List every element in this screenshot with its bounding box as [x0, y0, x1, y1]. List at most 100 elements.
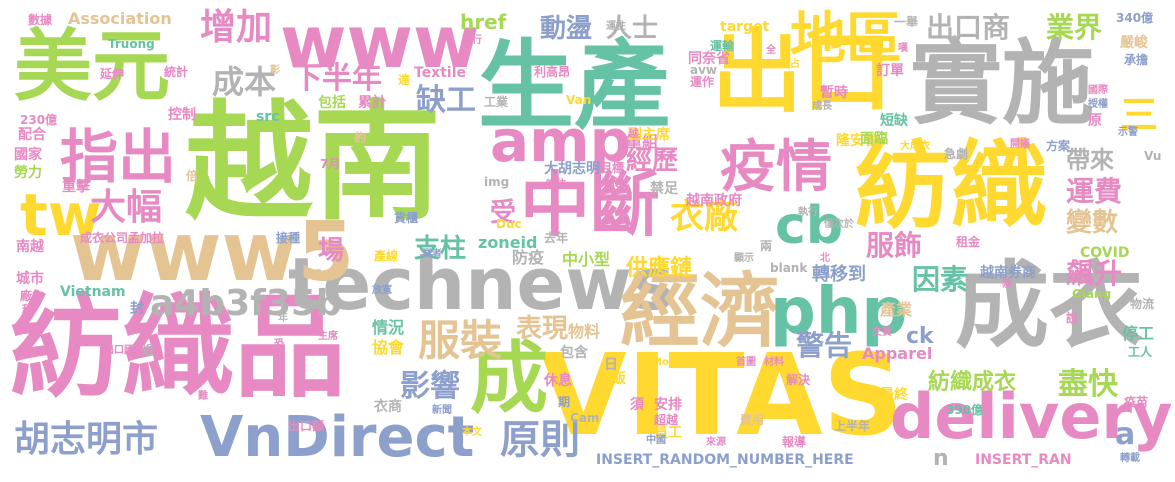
word-yiju: 一舉	[894, 15, 919, 29]
word-blank: blank	[770, 261, 808, 275]
word-chengyigongsi: 成衣公司孟加拉	[80, 231, 165, 245]
word-xu: 須	[630, 397, 644, 413]
word-moneydj: MoneyDJ	[652, 357, 702, 368]
word-img: img	[484, 175, 510, 189]
word-yunshu: 運輸	[710, 39, 735, 53]
word-insert-random: INSERT_RANDOM_NUMBER_HERE	[596, 452, 854, 468]
word-tongnaisheng: 同奈省	[688, 51, 730, 67]
word-jingji: 經濟	[620, 265, 780, 358]
word-dafu: 大幅	[90, 187, 163, 228]
word-biaosheng: 飆升	[1066, 257, 1123, 290]
word-yuenan: 越南	[185, 89, 442, 238]
word-yuan: 原	[1088, 113, 1102, 129]
word-vndirect: VnDirect	[200, 405, 475, 470]
word-vitas: VITAS	[540, 331, 904, 461]
word-vu: Vu	[1144, 149, 1162, 163]
word-php: php	[770, 275, 908, 349]
word-ck: ck	[906, 324, 934, 349]
word-xinwen: 新聞	[432, 405, 452, 416]
word-mianlin: 面臨	[860, 131, 888, 147]
word-xianshi: 顯示	[734, 253, 754, 264]
word-fushi: 服飾	[866, 229, 923, 262]
word-jiejue: 解決	[786, 373, 811, 387]
word-giang: Giang	[1072, 287, 1112, 301]
word-apparel: Apparel	[862, 344, 933, 363]
word-shuju: 數據	[28, 13, 53, 27]
word-www: www	[280, 0, 480, 84]
word-feiyong: 費用	[740, 413, 765, 427]
word-vietnam: Vietnam	[60, 284, 126, 300]
word-chengdan: 承擔	[1124, 53, 1149, 67]
word-fangzhipin: 紡織品	[10, 283, 346, 413]
word-fuzhuxi: 副主席	[628, 127, 670, 143]
word-chaoyue: 超越	[654, 413, 679, 427]
word-nanyue: 南越	[16, 239, 44, 255]
word-amp: amp	[490, 107, 632, 175]
word-jingli: 經歷	[626, 146, 679, 176]
word-yezhe: 業者	[422, 249, 442, 260]
word-gongyinglian: 供應鏈	[626, 256, 693, 281]
word-chengzhang: 成長	[812, 101, 832, 112]
word-gongren: 工人	[1128, 345, 1153, 359]
word-nian: 年	[278, 313, 288, 324]
word-dachengyi: 大成衣	[900, 141, 930, 152]
word-shishi: 實施	[910, 30, 1095, 137]
word-shoutu: 首圖	[736, 357, 756, 368]
word-fangyi: 防疫	[512, 248, 545, 267]
word-jiezhong: 接種	[276, 231, 301, 245]
word-jinciyu: 僅次於	[824, 219, 854, 230]
word-zengjia: 增加	[200, 7, 273, 48]
word-yunwang: 運往	[606, 21, 626, 32]
word-quegong: 缺工	[416, 83, 476, 118]
word-fangzhi: 紡織	[855, 130, 1047, 242]
word-feng: 封	[130, 301, 144, 317]
word-guoji: 國際	[1088, 85, 1108, 96]
word-chanye: 產業	[880, 300, 913, 319]
word-shuo: 說	[1066, 311, 1079, 325]
word-san: 三	[1120, 93, 1159, 137]
word-zhizhu: 支柱	[414, 234, 467, 264]
word-kong: 恐	[274, 339, 284, 350]
word-bianshu: 變數	[1066, 208, 1119, 238]
word-shijing: 示警	[1118, 127, 1138, 138]
word-truong: Truong	[108, 37, 155, 51]
word-340yi: 340億	[1116, 11, 1154, 25]
word-href: href	[460, 10, 507, 34]
word-shangbannian: 上半年	[834, 419, 871, 433]
word-fangkuan: 放寬	[372, 285, 392, 296]
word-xiehui: 協會	[372, 338, 405, 357]
word-renshi: 人士	[606, 14, 659, 44]
word-chizhu: 吃住	[546, 179, 566, 190]
word-chengshi: 城市	[16, 271, 44, 287]
word-7yue: 7月	[320, 157, 341, 171]
word-meiyuan: 美元	[14, 22, 171, 112]
word-fangzhichengyi: 紡織成衣	[928, 370, 1017, 395]
word-benwen: 本文	[462, 427, 482, 438]
word-jiaohuo: 交貨	[872, 327, 892, 338]
word-n: n	[933, 446, 949, 471]
word-qi: 期	[558, 395, 571, 409]
word-yishang: 衣商	[374, 399, 402, 415]
word-yanshen: 延伸	[100, 67, 125, 81]
word-ligaoang: 利高昂	[534, 65, 571, 79]
word-wuliao: 物料	[568, 322, 601, 341]
word-dingdan: 訂單	[876, 63, 904, 79]
word-zanshi: 暫時	[820, 85, 848, 101]
word-zhuanzai: 轉載	[1120, 453, 1140, 464]
word-van: Van	[566, 93, 592, 107]
word-a: a	[1115, 417, 1136, 452]
word-longansheng: 隆安省	[836, 133, 878, 149]
word-chukoushang: 出口商	[926, 11, 1011, 44]
word-association: Association	[68, 9, 172, 28]
word-shouquan: 授權	[1088, 99, 1108, 110]
word-jiju: 急劇	[944, 147, 969, 161]
word-zhuanyidao: 轉移到	[812, 264, 866, 285]
word-chifan: 吃飯	[598, 371, 626, 387]
word-ri: 日	[604, 357, 618, 373]
word-zhang: 彰	[270, 65, 280, 76]
word-da: 達	[398, 73, 411, 87]
word-jin2: 禁	[1002, 279, 1012, 290]
word-huzhimingshi: 胡志明市	[14, 419, 159, 460]
word-230yi: 230億	[20, 113, 58, 127]
